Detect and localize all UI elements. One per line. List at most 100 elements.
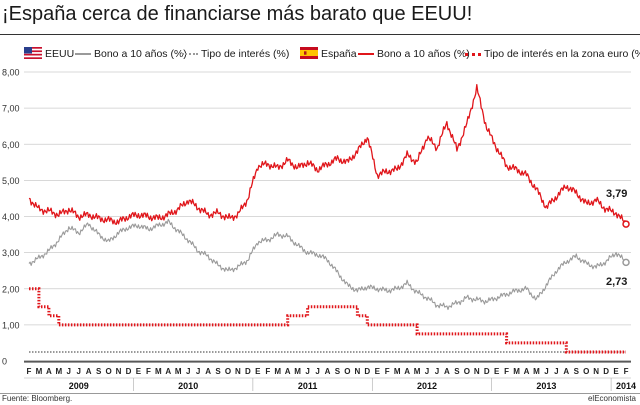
- x-month-label: D: [245, 367, 251, 376]
- x-month-label: A: [325, 367, 331, 376]
- series-end-marker: [622, 220, 630, 228]
- x-month-label: F: [265, 367, 270, 376]
- x-month-label: N: [354, 367, 360, 376]
- x-month-label: E: [375, 367, 381, 376]
- x-month-label: D: [603, 367, 609, 376]
- x-month-label: E: [255, 367, 261, 376]
- x-month-label: M: [55, 367, 62, 376]
- y-tick-label: 4,00: [2, 212, 20, 222]
- x-month-label: S: [335, 367, 341, 376]
- series-end-marker: [622, 258, 630, 267]
- x-month-label: N: [593, 367, 599, 376]
- x-month-label: E: [613, 367, 619, 376]
- x-month-label: F: [146, 367, 151, 376]
- y-tick-label: 8,00: [2, 68, 20, 78]
- y-tick-label: 3,00: [2, 248, 20, 258]
- legend-es-rate-swatch: [465, 53, 481, 56]
- x-month-label: S: [454, 367, 460, 376]
- x-month-label: F: [504, 367, 509, 376]
- x-month-label: A: [46, 367, 52, 376]
- legend-es-bond: Bono a 10 años (%): [377, 48, 470, 60]
- x-month-label: M: [155, 367, 162, 376]
- x-month-label: J: [305, 367, 309, 376]
- y-tick-label: 6,00: [2, 140, 20, 150]
- x-year-label: 2013: [536, 381, 556, 391]
- x-month-label: O: [464, 367, 470, 376]
- x-month-label: F: [27, 367, 32, 376]
- us-last-value-label: 2,73: [606, 276, 628, 288]
- x-month-label: D: [484, 367, 490, 376]
- x-month-label: M: [274, 367, 281, 376]
- y-tick-label: 5,00: [2, 176, 20, 186]
- source-note: Fuente: Bloomberg.: [2, 394, 73, 403]
- x-month-label: A: [285, 367, 291, 376]
- x-month-label: O: [344, 367, 350, 376]
- footer-divider: [0, 393, 640, 394]
- x-month-label: O: [583, 367, 589, 376]
- x-month-label: J: [186, 367, 190, 376]
- legend-es-bond-swatch: [358, 53, 374, 55]
- legend-us-bond: Bono a 10 años (%): [94, 48, 187, 60]
- x-month-label: O: [225, 367, 231, 376]
- x-month-label: A: [404, 367, 410, 376]
- x-year-label: 2011: [298, 381, 318, 391]
- x-month-label: J: [435, 367, 439, 376]
- x-month-label: M: [294, 367, 301, 376]
- series-rate-line: [29, 287, 626, 354]
- chart-title: ¡España cerca de financiarse más barato …: [2, 3, 473, 25]
- x-year-label: 2010: [178, 381, 198, 391]
- y-tick-label: 1,00: [2, 320, 20, 330]
- x-month-label: O: [105, 367, 111, 376]
- x-month-label: E: [136, 367, 142, 376]
- x-month-label: M: [414, 367, 421, 376]
- x-month-label: E: [494, 367, 500, 376]
- x-month-label: N: [474, 367, 480, 376]
- x-month-label: M: [394, 367, 401, 376]
- x-year-label: 2012: [417, 381, 437, 391]
- x-month-label: J: [554, 367, 558, 376]
- series-line: [28, 84, 627, 225]
- x-month-label: J: [196, 367, 200, 376]
- x-month-label: J: [315, 367, 319, 376]
- legend-us-rate-swatch: [182, 53, 198, 55]
- x-month-label: F: [385, 367, 390, 376]
- x-month-label: N: [235, 367, 241, 376]
- legend-us-country: EEUU: [45, 48, 75, 60]
- series-line: [28, 218, 627, 311]
- spain-last-value-label: 3,79: [606, 188, 628, 200]
- y-tick-label: 7,00: [2, 104, 20, 114]
- x-month-label: F: [624, 367, 629, 376]
- x-year-label: 2009: [69, 381, 89, 391]
- title-divider: [0, 34, 640, 35]
- brand-label: elEconomista: [587, 394, 636, 403]
- us-flag-icon: [24, 47, 42, 59]
- x-month-label: M: [533, 367, 540, 376]
- x-month-label: S: [96, 367, 102, 376]
- x-month-label: A: [205, 367, 211, 376]
- x-month-label: J: [425, 367, 429, 376]
- x-month-label: S: [215, 367, 221, 376]
- x-month-label: M: [513, 367, 520, 376]
- y-tick-label: 0: [2, 357, 7, 367]
- legend-us-rate: Tipo de interés (%): [201, 48, 290, 60]
- legend: EEUU Bono a 10 años (%) Tipo de interés …: [0, 47, 640, 61]
- x-month-label: M: [175, 367, 182, 376]
- x-year-label: 2014: [616, 381, 636, 391]
- x-month-label: A: [563, 367, 569, 376]
- legend-es-rate: Tipo de interés en la zona euro (%): [484, 48, 640, 60]
- x-month-label: A: [524, 367, 530, 376]
- spain-flag-icon: [300, 47, 318, 59]
- x-month-label: A: [444, 367, 450, 376]
- x-month-label: S: [574, 367, 580, 376]
- x-month-label: A: [165, 367, 171, 376]
- x-month-label: N: [116, 367, 122, 376]
- x-month-label: A: [86, 367, 92, 376]
- x-month-label: D: [364, 367, 370, 376]
- x-month-label: J: [77, 367, 81, 376]
- legend-us-bond-swatch: [75, 53, 91, 55]
- x-month-label: D: [126, 367, 132, 376]
- x-month-label: J: [67, 367, 71, 376]
- y-tick-label: 2,00: [2, 284, 20, 294]
- legend-es-country: España: [321, 48, 357, 60]
- x-month-label: M: [36, 367, 43, 376]
